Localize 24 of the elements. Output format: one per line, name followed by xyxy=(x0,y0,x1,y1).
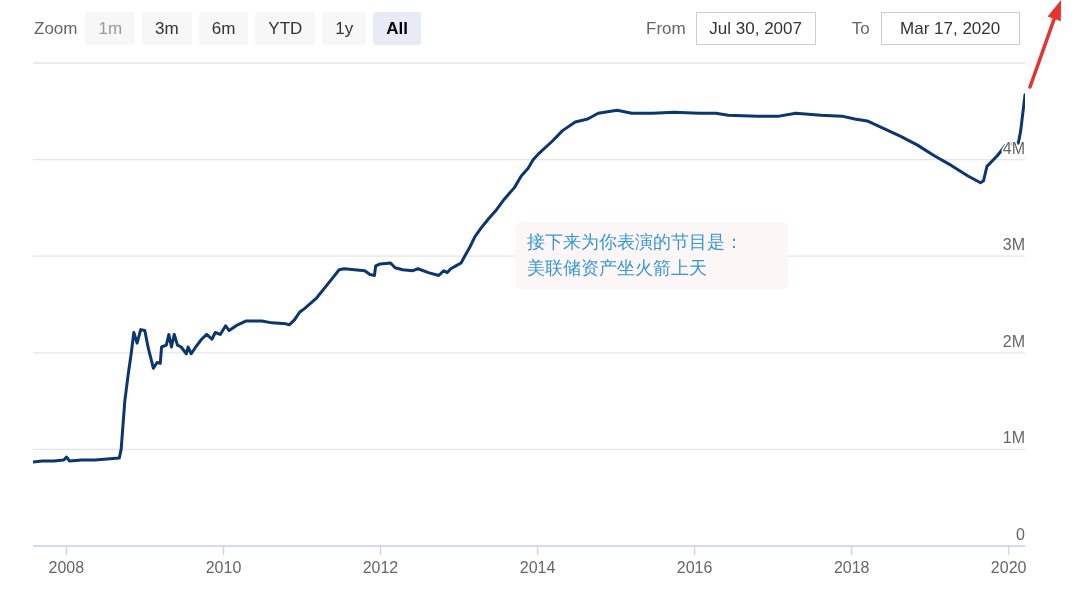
x-tick-label: 2020 xyxy=(990,559,1027,576)
button: 6m xyxy=(198,12,249,45)
y-tick-label: 2M xyxy=(1002,332,1025,350)
x-tick-label: 2010 xyxy=(205,559,242,576)
x-tick-label: 2016 xyxy=(676,559,713,576)
x-tick-label: 2012 xyxy=(362,559,399,576)
x-tick-label: 2014 xyxy=(519,559,556,576)
x-tick-label: 2008 xyxy=(48,559,85,576)
button: All xyxy=(373,12,422,45)
y-tick-label: 0 xyxy=(1016,526,1026,543)
button: YTD xyxy=(255,12,316,45)
button: 3m xyxy=(142,12,192,45)
annotation: 接下来为你表演的节目是： xyxy=(527,232,743,252)
y-tick-label: 1M xyxy=(1002,429,1025,447)
annotation: 美联储资产坐火箭上天 xyxy=(527,258,707,278)
y-tick-label: 3M xyxy=(1002,236,1025,254)
input-field: Mar 17, 2020 xyxy=(880,12,1020,45)
button: 1m xyxy=(85,12,136,45)
x-tick-label: 2018 xyxy=(833,559,870,576)
text: Zoom xyxy=(34,18,78,38)
text: From xyxy=(646,18,686,38)
input-field: Jul 30, 2007 xyxy=(695,12,816,45)
text: To xyxy=(851,18,870,38)
button: 1y xyxy=(322,12,367,45)
